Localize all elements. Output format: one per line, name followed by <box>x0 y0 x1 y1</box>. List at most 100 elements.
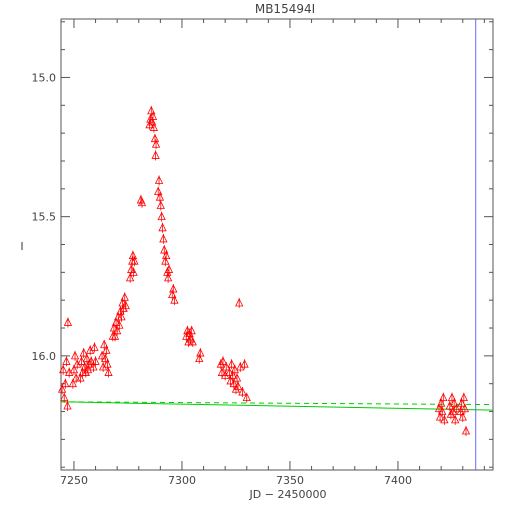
data-point <box>60 392 69 402</box>
data-point <box>63 317 73 326</box>
data-point <box>225 367 234 376</box>
data-point <box>89 362 98 371</box>
data-point <box>110 331 120 340</box>
data-point <box>451 414 460 424</box>
data-point <box>457 398 466 407</box>
data-point <box>160 245 169 254</box>
model-line-solid <box>60 401 494 411</box>
data-point <box>447 392 457 402</box>
data-point <box>61 378 70 388</box>
data-point <box>158 222 167 232</box>
data-point <box>232 373 242 382</box>
data-point <box>113 325 122 335</box>
data-point <box>151 139 161 148</box>
data-point <box>128 250 138 260</box>
data-point <box>435 412 445 421</box>
x-tick-label: 7250 <box>60 474 88 487</box>
data-point <box>228 370 237 379</box>
data-point <box>81 367 90 376</box>
data-point <box>147 105 156 115</box>
data-point <box>169 284 178 293</box>
data-point <box>91 356 100 365</box>
data-point <box>437 398 446 407</box>
data-point <box>157 211 166 221</box>
data-point <box>445 401 454 410</box>
y-tick-label: 15.5 <box>32 211 57 224</box>
data-point <box>156 200 165 209</box>
data-point <box>84 359 94 368</box>
data-point <box>238 387 247 396</box>
data-point <box>109 323 119 332</box>
data-point <box>240 359 249 368</box>
data-point <box>151 150 160 159</box>
data-point <box>125 273 135 282</box>
data-point <box>235 298 244 307</box>
data-point <box>87 356 96 365</box>
data-point <box>229 378 238 388</box>
x-axis-label: JD − 2450000 <box>249 488 327 501</box>
data-point <box>440 414 449 424</box>
data-point <box>137 197 147 207</box>
data-point <box>217 367 227 376</box>
data-point <box>100 339 109 349</box>
data-point <box>218 356 228 365</box>
data-point <box>230 364 240 374</box>
data-point <box>90 342 99 351</box>
data-point <box>159 234 168 243</box>
data-point <box>187 325 196 335</box>
data-point <box>460 403 470 413</box>
data-point <box>449 398 459 407</box>
data-point <box>236 362 245 371</box>
data-point <box>154 186 163 196</box>
data-point <box>145 119 154 129</box>
data-point <box>103 359 112 368</box>
data-point <box>148 111 158 120</box>
data-point <box>448 406 458 415</box>
data-point <box>57 384 67 393</box>
data-point <box>155 192 165 201</box>
data-point <box>222 362 231 371</box>
data-point <box>154 175 164 184</box>
data-point <box>119 303 128 312</box>
data-point <box>170 295 179 304</box>
data-point <box>129 267 138 276</box>
data-point <box>97 350 107 360</box>
x-tick-label: 7400 <box>384 474 412 487</box>
data-point <box>117 311 126 321</box>
model-line-dashed <box>60 401 494 406</box>
data-point <box>83 364 93 374</box>
data-point <box>71 373 81 382</box>
data-point <box>163 273 173 282</box>
data-point <box>231 384 241 393</box>
data-point <box>102 345 111 354</box>
data-point <box>148 117 157 126</box>
data-point <box>59 364 68 374</box>
data-point <box>452 403 461 413</box>
data-point <box>168 289 177 299</box>
data-point <box>461 426 471 435</box>
data-point <box>161 256 170 265</box>
data-point <box>111 317 121 326</box>
data-point <box>439 392 448 402</box>
data-point <box>434 403 444 413</box>
data-point <box>120 292 129 301</box>
y-tick-label: 16.0 <box>32 350 57 363</box>
data-point <box>77 356 86 365</box>
data-point <box>456 406 465 415</box>
data-point <box>104 367 113 376</box>
data-point <box>70 350 80 360</box>
data-point <box>162 250 171 260</box>
data-point <box>221 370 230 379</box>
data-point <box>115 320 124 329</box>
x-tick-label: 7350 <box>276 474 304 487</box>
x-tick-label: 7300 <box>168 474 196 487</box>
data-point <box>62 356 71 365</box>
data-point <box>458 412 467 421</box>
plot-area: 7250 7300 7350 7400 15.0 15.5 16.0 <box>32 18 494 487</box>
y-axis-label: I <box>20 240 23 253</box>
data-point <box>98 362 108 371</box>
chart-title: MB15494I <box>255 2 315 16</box>
data-point <box>79 348 88 357</box>
data-point <box>164 264 174 273</box>
